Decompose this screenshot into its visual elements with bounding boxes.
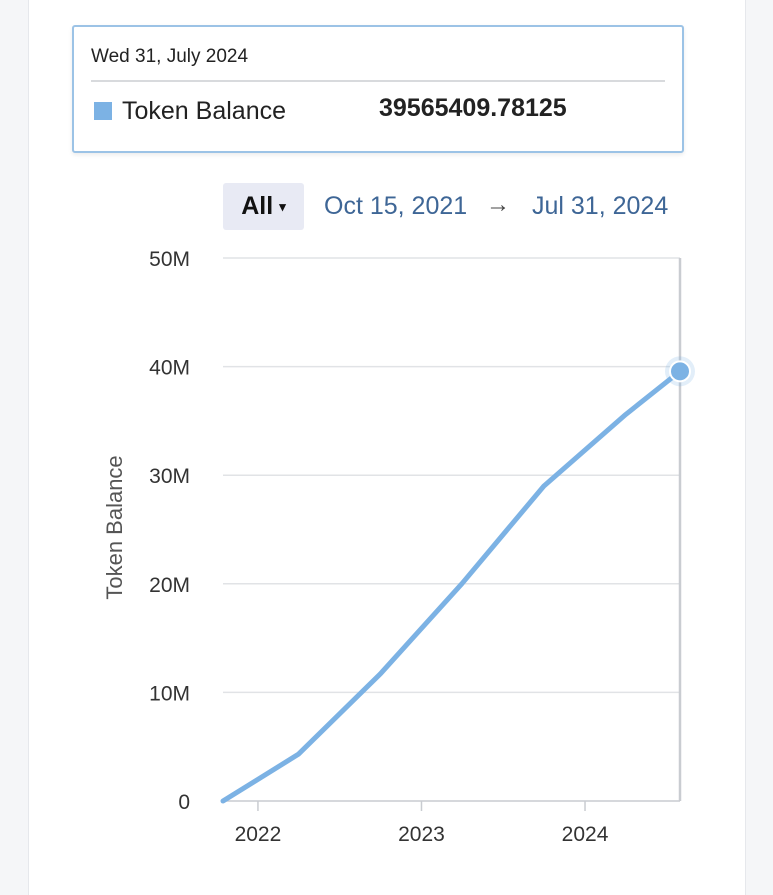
tooltip-divider [91,80,665,82]
chart-tooltip: Wed 31, July 2024 Token Balance 39565409… [72,25,684,153]
caret-down-icon: ▾ [279,198,286,214]
y-tick-label: 50M [149,248,190,271]
y-tick-label: 40M [149,357,190,380]
range-start-date[interactable]: Oct 15, 2021 [324,192,468,220]
y-axis-title: Token Balance [102,455,127,599]
y-tick-label: 30M [149,465,190,488]
range-end-date[interactable]: Jul 31, 2024 [532,192,669,220]
tooltip-series-name: Token Balance [122,97,287,125]
arrow-right-icon: → [486,191,510,218]
y-tick-label: 0 [178,791,190,814]
y-tick-label: 20M [149,574,190,597]
series-line-token-balance[interactable] [220,368,683,804]
x-tick-label: 2022 [235,823,282,846]
tooltip-date: Wed 31, July 2024 [91,46,249,67]
x-tick-label: 2024 [562,823,609,846]
range-dropdown-label: All [241,192,274,220]
y-tick-label: 10M [149,682,190,705]
highlight-point[interactable] [669,360,691,383]
tooltip-value: 39565409.78125 [379,94,567,122]
x-tick-label: 2023 [398,823,445,846]
tooltip-series-swatch [94,102,112,120]
range-dropdown-button[interactable]: All ▾ [223,183,304,230]
